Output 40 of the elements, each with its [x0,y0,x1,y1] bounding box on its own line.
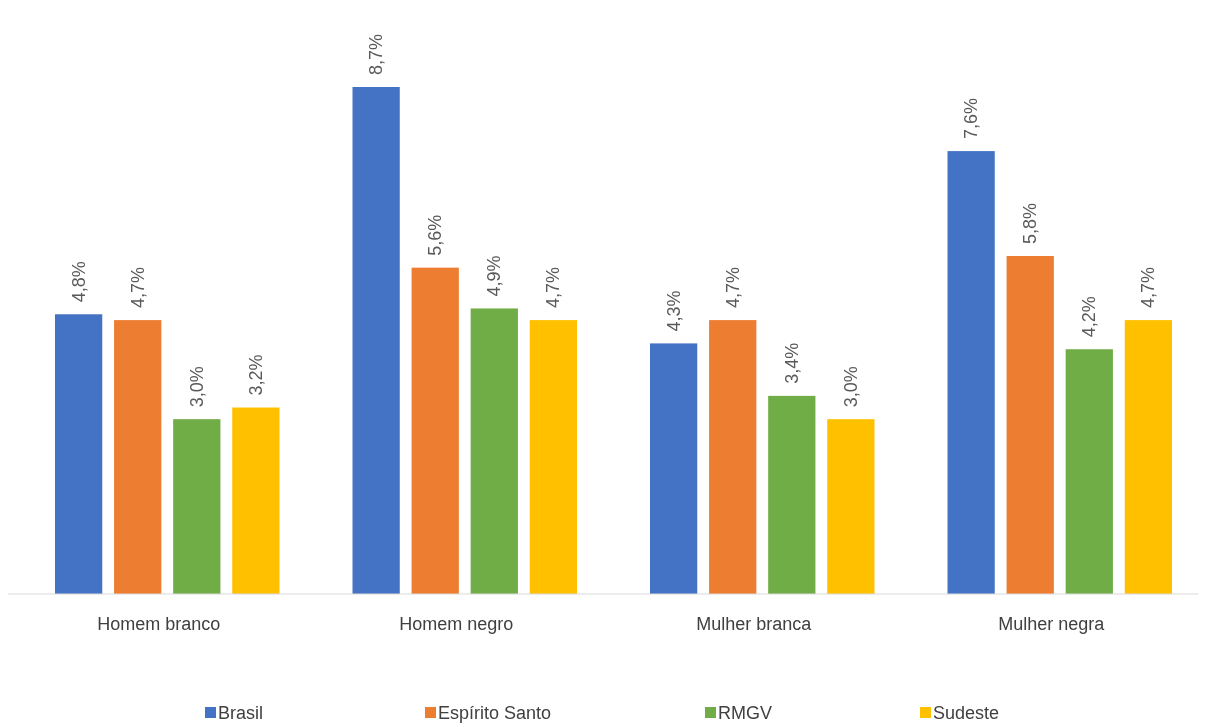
data-label: 3,0% [186,366,207,408]
data-label: 4,2% [1079,296,1100,338]
bar [470,308,518,594]
bar [1065,349,1113,594]
data-label: 3,4% [781,342,802,384]
data-label: 3,0% [840,366,861,408]
data-label: 4,7% [543,267,564,309]
bar [114,320,162,594]
legend-label: Sudeste [933,703,1000,723]
bar [411,267,459,594]
legend-label: Espírito Santo [438,703,552,723]
data-label: 5,6% [425,214,446,256]
data-label: 8,7% [366,33,387,75]
bar [1006,256,1054,594]
bar [55,314,103,594]
legend-label: Brasil [218,703,264,723]
bar [232,407,280,594]
x-tick-label: Mulher negra [998,614,1106,634]
x-tick-label: Homem branco [97,614,221,634]
data-label: 4,3% [663,290,684,332]
data-label: 3,2% [245,354,266,396]
bar [947,151,995,594]
x-tick-label: Mulher branca [696,614,813,634]
data-label: 4,7% [127,267,148,309]
legend-label: RMGV [718,703,772,723]
data-label: 5,8% [1020,202,1041,244]
data-label: 4,8% [68,261,89,303]
data-label: 4,9% [484,255,505,297]
bar [529,320,577,594]
data-label: 4,7% [1138,267,1159,309]
data-label: 7,6% [961,98,982,140]
bar [709,320,757,594]
bar [768,395,816,594]
bar [173,419,221,594]
bar [1124,320,1172,594]
x-tick-label: Homem negro [399,614,514,634]
bar [352,87,400,594]
bar [650,343,698,594]
data-label: 4,7% [722,267,743,309]
bar [827,419,875,594]
